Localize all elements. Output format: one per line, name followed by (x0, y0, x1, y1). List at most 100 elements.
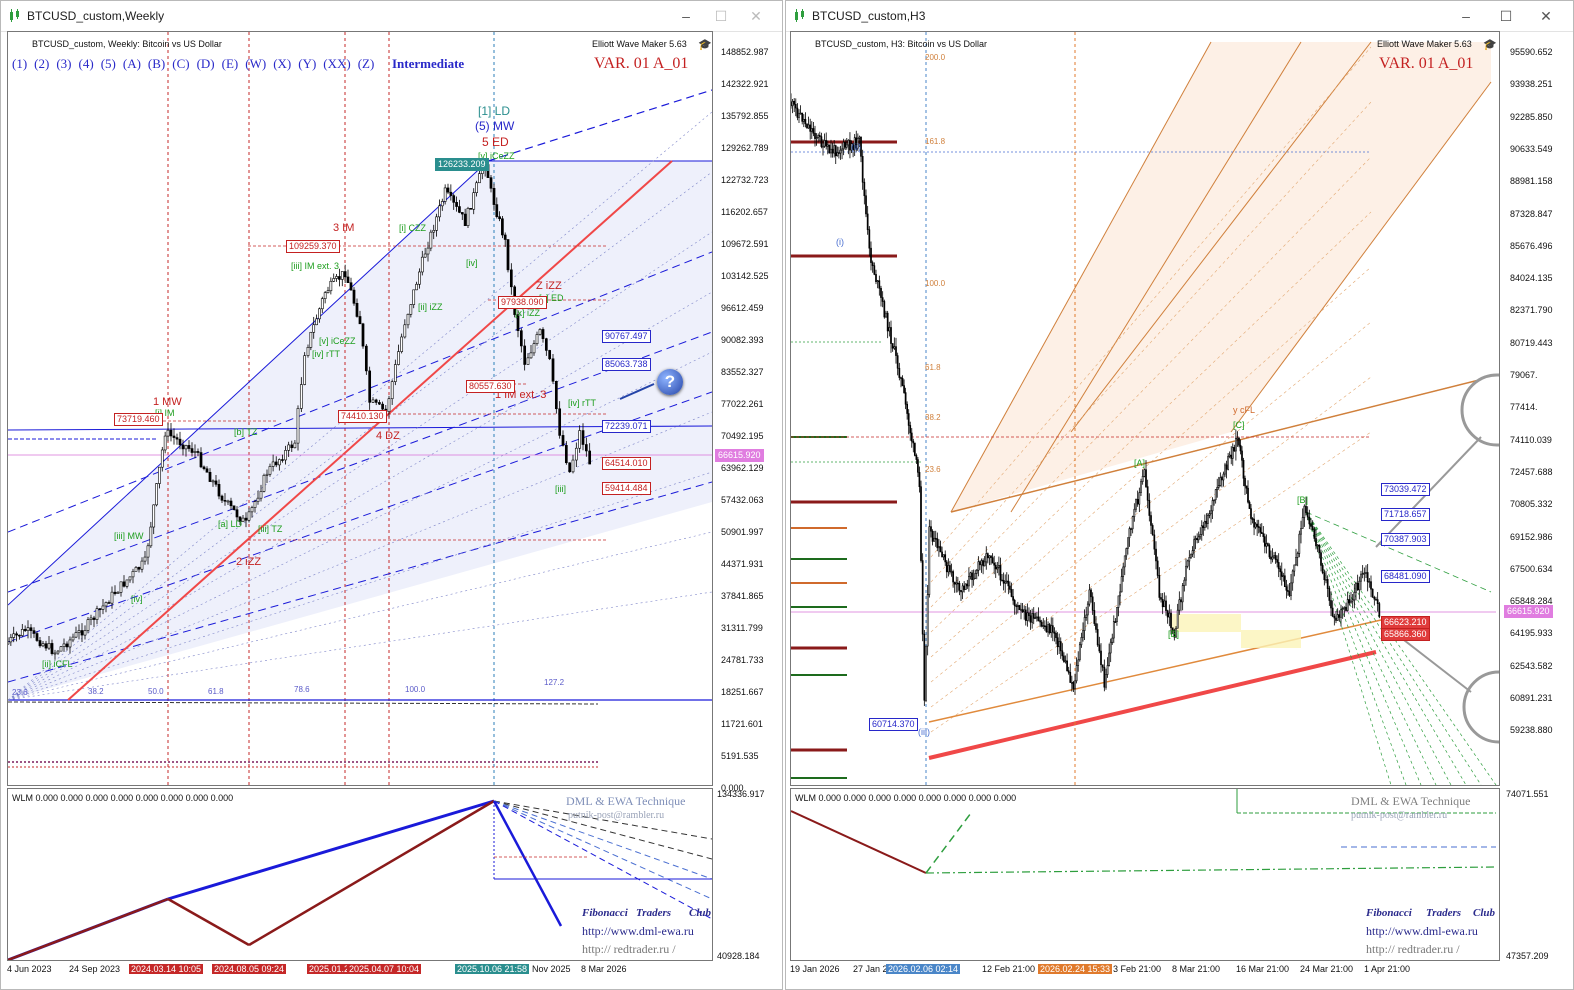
weekly-price-scale[interactable]: 148852.987 142322.921 135792.855 129262.789… (713, 31, 781, 793)
wave-degree-button[interactable]: (5) (100, 56, 116, 71)
h3-time-axis[interactable]: 19 Jan 2026 27 Jan 2 2026.02.06 02:14 12 Fe… (790, 963, 1500, 977)
h3-price-chart[interactable]: y cFL [C] [A] [B] [B] (i) (ii) (iii) 161.8 200.0 1… (790, 31, 1500, 786)
wave-degree-button[interactable]: (C) (172, 56, 190, 71)
wave-degree-button[interactable]: (4) (78, 56, 94, 71)
wave-price-label[interactable]: 97938.090 (498, 296, 547, 309)
sub-wave-label: [c] ED (539, 293, 564, 303)
wave-degree-button[interactable]: (E) (221, 56, 239, 71)
graduation-cap-icon[interactable]: 🎓 (1483, 39, 1497, 51)
left-chart-window[interactable]: BTCUSD_custom,Weekly – ☐ ✕ 23.6 38.2 50.0 6… (0, 0, 783, 990)
level-tag[interactable]: 59414.484 (602, 482, 651, 495)
candle-body (529, 352, 533, 359)
candle-body (1063, 655, 1065, 662)
candle-body (9, 637, 13, 643)
level-tag[interactable]: 73039.472 (1381, 483, 1430, 496)
candle-body (856, 138, 859, 149)
level-tag[interactable]: 65866.360 (1381, 628, 1430, 641)
candle-body (1295, 557, 1297, 566)
level-tag[interactable]: 71718.657 (1381, 508, 1430, 521)
left-window-titlebar[interactable]: BTCUSD_custom,Weekly – ☐ ✕ (1, 1, 782, 32)
wave-price-label[interactable]: 126233.209 (435, 158, 489, 171)
wave-degree-button[interactable]: (1) (12, 56, 28, 71)
wave-label: [B] (1297, 495, 1308, 505)
price-scale-label: 74110.039 (1510, 434, 1552, 445)
wave-degree-button[interactable]: (A) (122, 56, 141, 71)
sub-wave-label: [iv] (466, 258, 478, 268)
candle-body (814, 132, 816, 139)
wave-price-label[interactable]: 80557.630 (466, 380, 515, 393)
level-tag[interactable]: 64514.010 (602, 457, 651, 470)
zoom-bubble (1460, 373, 1499, 447)
right-chart-window[interactable]: BTCUSD_custom,H3 – ☐ ✕ y cFL [C] [A] [B] [B]… (785, 0, 1574, 990)
candle-body (1098, 644, 1101, 652)
weekly-wlm-indicator[interactable]: WLM 0.000 0.000 0.000 0.000 0.000 0.000 … (7, 788, 713, 961)
wave-degree-button[interactable]: (D) (196, 56, 215, 71)
candle-body (979, 561, 981, 566)
h3-chart-canvas[interactable]: y cFL [C] [A] [B] [B] (i) (ii) (iii) 161.8 200.0 1… (791, 32, 1499, 785)
level-tag[interactable]: 85063.738 (602, 358, 651, 371)
candle-body (229, 500, 233, 507)
close-button[interactable]: ✕ (1540, 8, 1552, 24)
right-window-titlebar[interactable]: BTCUSD_custom,H3 – ☐ ✕ (786, 1, 1573, 32)
brand-url-2[interactable]: http:// redtrader.ru / (582, 942, 676, 956)
weekly-chart-canvas[interactable]: 23.6 38.2 50.0 61.8 78.6 100.0 127.2 [1] LD(5) … (8, 32, 712, 785)
sub-wave-label: [a] LD (218, 519, 243, 529)
close-button[interactable]: ✕ (750, 8, 762, 24)
wave-degree-toolbar[interactable]: (1) (2) (3) (4) (5) (A) (B) (C) (D) (E) (W) (X) (Y) (… (12, 56, 381, 72)
maximize-button[interactable]: ☐ (1499, 8, 1513, 24)
level-tag[interactable]: 72239.071 (602, 420, 651, 433)
maximize-button[interactable]: ☐ (714, 8, 728, 24)
degree-label[interactable]: Intermediate (392, 56, 465, 71)
time-axis-label: 4 Jun 2023 (7, 964, 52, 974)
candle-body (1171, 627, 1174, 631)
price-scale-label: 50901.997 (721, 527, 764, 537)
candle-body (909, 425, 912, 434)
minimize-button[interactable]: – (1462, 8, 1470, 24)
candle-body (89, 617, 93, 620)
minimize-button[interactable]: – (682, 8, 690, 24)
help-button[interactable]: ? (657, 369, 683, 395)
weekly-price-chart[interactable]: 23.6 38.2 50.0 61.8 78.6 100.0 127.2 [1] LD (5) … (7, 31, 713, 786)
weekly-time-axis[interactable]: 4 Jun 2023 24 Sep 2023 2024.03.14 10:05 202… (7, 963, 713, 977)
candle-body (900, 377, 902, 379)
wave-degree-button[interactable]: (2) (34, 56, 50, 71)
level-tag[interactable]: 90767.497 (602, 330, 651, 343)
wave-degree-button[interactable]: (Y) (298, 56, 317, 71)
candle-body (1173, 629, 1176, 638)
candle-body (1131, 516, 1134, 530)
candle-body (223, 500, 227, 502)
wave-degree-button[interactable]: (XX) (323, 56, 351, 71)
candle-body (152, 504, 156, 528)
wave-degree-button[interactable]: (B) (147, 56, 166, 71)
level-tag[interactable]: 68481.090 (1381, 570, 1430, 583)
level-tag[interactable]: 70387.903 (1381, 533, 1430, 546)
candle-body (810, 128, 813, 132)
wave-price-label[interactable]: 109259.370 (286, 240, 340, 253)
graduation-cap-icon[interactable]: 🎓 (698, 39, 712, 51)
time-axis-label: 3 Feb 21:00 (1113, 964, 1162, 974)
candle-body (211, 480, 215, 483)
candle-body (95, 608, 99, 620)
brand-url-1[interactable]: http://www.dml-ewa.ru (1366, 924, 1478, 938)
candle-body (1274, 555, 1277, 560)
candle-body (393, 364, 397, 382)
h3-wlm-indicator[interactable]: WLM 0.000 0.000 0.000 0.000 0.000 0.000 … (790, 788, 1500, 961)
candle-body (86, 619, 90, 631)
wave-degree-button[interactable]: (X) (273, 56, 292, 71)
wave-degree-button[interactable]: (3) (56, 56, 72, 71)
wave-price-label[interactable]: 74410.130 (338, 410, 387, 423)
wave-degree-button[interactable]: (W) (245, 56, 267, 71)
brand-url-1[interactable]: http://www.dml-ewa.ru (582, 924, 694, 938)
wave-price-label[interactable]: 73719.460 (114, 413, 163, 426)
candle-body (293, 442, 297, 449)
brand-url-2[interactable]: http:// redtrader.ru / (1366, 942, 1460, 956)
low-price-tag[interactable]: 60714.370 (869, 718, 918, 731)
h3-price-scale[interactable]: 95590.652 93938.251 92285.850 90633.549 8898… (1502, 31, 1572, 786)
candle-body (1028, 612, 1030, 617)
candle-body (299, 384, 303, 409)
wave-degree-button[interactable]: (Z) (357, 56, 375, 71)
candle-body (986, 553, 989, 559)
candle-body (113, 591, 117, 594)
candle-body (1170, 612, 1172, 629)
candle-body (913, 442, 916, 456)
